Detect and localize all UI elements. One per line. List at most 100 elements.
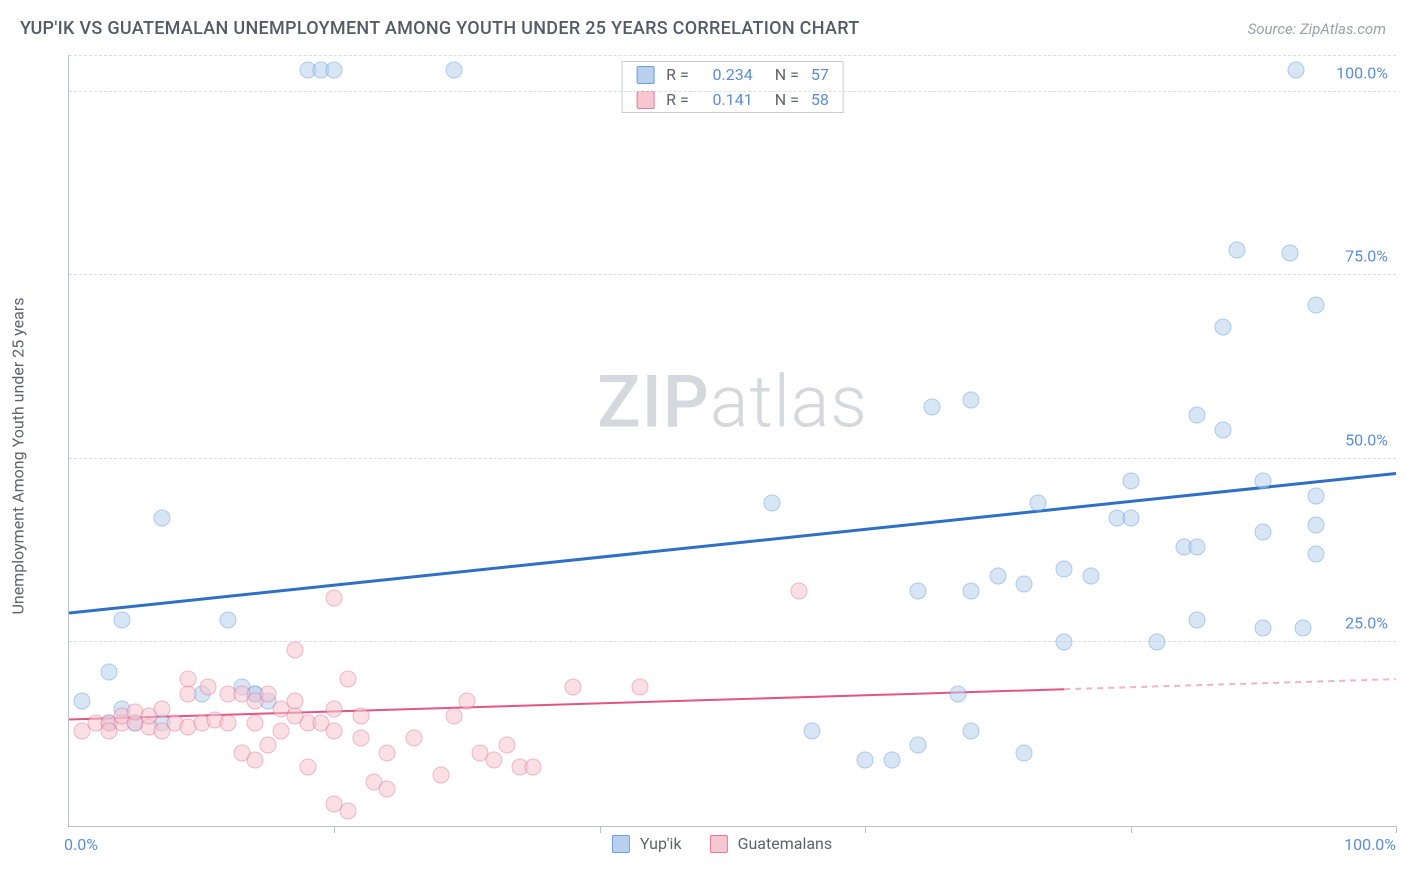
scatter-point <box>1255 619 1272 636</box>
legend-swatch <box>636 91 654 109</box>
scatter-point <box>963 392 980 409</box>
legend-series-label: Yup'ik <box>640 834 682 853</box>
scatter-point <box>286 641 303 658</box>
y-tick-label: 100.0% <box>1336 63 1388 82</box>
y-tick-label: 50.0% <box>1345 430 1388 449</box>
x-axis-label-end: 100.0% <box>1344 835 1396 854</box>
scatter-point <box>910 737 927 754</box>
r-label: R = <box>666 65 689 84</box>
scatter-point <box>326 700 343 717</box>
scatter-point <box>246 751 263 768</box>
scatter-plot: ZIPatlas R =0.234N =57R =0.141N =58 0.0%… <box>68 55 1396 827</box>
n-value: 57 <box>811 65 829 84</box>
scatter-point <box>1188 538 1205 555</box>
scatter-point <box>1056 634 1073 651</box>
scatter-point <box>950 685 967 702</box>
scatter-point <box>1308 487 1325 504</box>
scatter-point <box>963 722 980 739</box>
scatter-point <box>1122 509 1139 526</box>
scatter-point <box>910 583 927 600</box>
gridline-h <box>69 458 1396 459</box>
scatter-point <box>379 781 396 798</box>
legend-swatch <box>636 66 654 84</box>
scatter-point <box>1288 61 1305 78</box>
scatter-point <box>286 707 303 724</box>
scatter-point <box>180 671 197 688</box>
y-axis-label: Unemployment Among Youth under 25 years <box>9 297 28 614</box>
scatter-point <box>1281 245 1298 262</box>
x-tick <box>1131 826 1132 833</box>
scatter-point <box>1308 296 1325 313</box>
scatter-point <box>804 722 821 739</box>
scatter-point <box>445 707 462 724</box>
scatter-point <box>1082 568 1099 585</box>
scatter-point <box>445 61 462 78</box>
scatter-point <box>220 612 237 629</box>
scatter-point <box>565 678 582 695</box>
scatter-point <box>1188 612 1205 629</box>
scatter-point <box>326 61 343 78</box>
scatter-point <box>485 751 502 768</box>
chart-title: YUP'IK VS GUATEMALAN UNEMPLOYMENT AMONG … <box>20 18 860 39</box>
scatter-point <box>989 568 1006 585</box>
scatter-point <box>114 612 131 629</box>
scatter-point <box>1029 494 1046 511</box>
source-label: Source: ZipAtlas.com <box>1248 20 1386 38</box>
scatter-point <box>1149 634 1166 651</box>
chart-container: Unemployment Among Youth under 25 years … <box>48 55 1396 857</box>
scatter-point <box>220 715 237 732</box>
scatter-point <box>299 759 316 776</box>
n-label: N = <box>775 65 799 84</box>
scatter-point <box>339 803 356 820</box>
x-tick <box>865 826 866 833</box>
scatter-point <box>153 700 170 717</box>
gridline-h <box>69 274 1396 275</box>
r-value: 0.141 <box>701 90 753 109</box>
scatter-point <box>100 663 117 680</box>
legend-series-label: Guatemalans <box>738 834 833 853</box>
gridline-h <box>69 91 1396 92</box>
scatter-point <box>180 685 197 702</box>
scatter-point <box>459 693 476 710</box>
watermark-light: atlas <box>710 359 868 444</box>
scatter-point <box>352 729 369 746</box>
gridline-h <box>69 641 1396 642</box>
scatter-point <box>1215 318 1232 335</box>
legend-stat-row: R = 0.234 N = 57 <box>622 62 843 87</box>
scatter-point <box>1308 546 1325 563</box>
scatter-point <box>339 671 356 688</box>
scatter-point <box>1056 561 1073 578</box>
scatter-point <box>260 685 277 702</box>
x-tick <box>1396 826 1397 833</box>
legend-swatch <box>612 835 630 853</box>
y-tick-label: 25.0% <box>1345 614 1388 633</box>
scatter-point <box>857 751 874 768</box>
r-value: 0.234 <box>701 65 753 84</box>
legend-series-item: Guatemalans <box>710 834 833 853</box>
r-label: R = <box>666 90 689 109</box>
scatter-point <box>525 759 542 776</box>
scatter-point <box>74 693 91 710</box>
y-tick-label: 75.0% <box>1345 247 1388 266</box>
scatter-point <box>1228 241 1245 258</box>
gridline-h <box>69 55 1396 56</box>
scatter-point <box>1122 472 1139 489</box>
scatter-point <box>1295 619 1312 636</box>
scatter-point <box>1016 744 1033 761</box>
legend-swatch <box>710 835 728 853</box>
legend-stats: R =0.234N =57R =0.141N =58 <box>621 61 844 113</box>
n-value: 58 <box>811 90 829 109</box>
scatter-point <box>498 737 515 754</box>
legend-series-item: Yup'ik <box>612 834 682 853</box>
scatter-point <box>1215 421 1232 438</box>
scatter-point <box>432 766 449 783</box>
scatter-point <box>406 729 423 746</box>
watermark: ZIPatlas <box>597 359 868 444</box>
scatter-point <box>764 494 781 511</box>
scatter-point <box>246 715 263 732</box>
watermark-bold: ZIP <box>597 359 710 444</box>
x-tick <box>334 826 335 833</box>
scatter-point <box>326 722 343 739</box>
scatter-point <box>1016 575 1033 592</box>
scatter-point <box>352 707 369 724</box>
